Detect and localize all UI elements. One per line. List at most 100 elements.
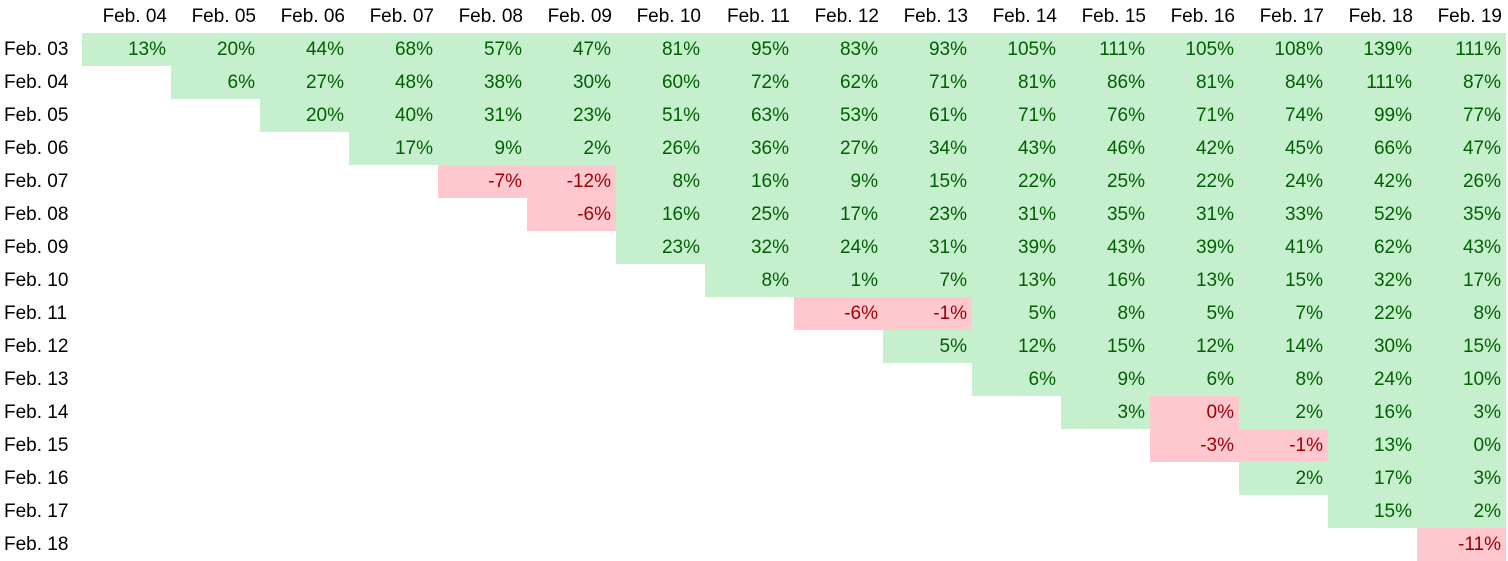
table-cell-positive: 139% — [1328, 33, 1417, 66]
table-cell-positive: 81% — [616, 33, 705, 66]
table-cell-positive: 6% — [1150, 363, 1239, 396]
table-cell-negative: -6% — [527, 198, 616, 231]
table-cell-positive: 86% — [1061, 66, 1150, 99]
table-cell-positive: 13% — [1150, 264, 1239, 297]
table-cell-positive: 15% — [1061, 330, 1150, 363]
table-cell-positive: 47% — [1417, 132, 1506, 165]
table-cell-positive: 23% — [527, 99, 616, 132]
row-header: Feb. 15 — [4, 435, 69, 456]
row-header: Feb. 12 — [4, 336, 69, 357]
column-header: Feb. 18 — [1348, 6, 1413, 27]
table-cell-positive: 6% — [171, 66, 260, 99]
table-cell-positive: 71% — [883, 66, 972, 99]
table-cell-positive: 105% — [972, 33, 1061, 66]
table-cell-positive: 13% — [1328, 429, 1417, 462]
table-cell-positive: 2% — [1239, 462, 1328, 495]
table-cell-positive: 8% — [1417, 297, 1506, 330]
table-cell-positive: 41% — [1239, 231, 1328, 264]
column-header: Feb. 17 — [1259, 6, 1324, 27]
table-cell-positive: 52% — [1328, 198, 1417, 231]
row-header: Feb. 10 — [4, 270, 69, 291]
table-cell-negative: -11% — [1417, 528, 1506, 561]
table-cell-positive: 15% — [1417, 330, 1506, 363]
table-cell-negative: -1% — [883, 297, 972, 330]
column-header: Feb. 13 — [903, 6, 968, 27]
table-cell-positive: 17% — [1328, 462, 1417, 495]
table-cell-positive: 1% — [794, 264, 883, 297]
table-cell-positive: 15% — [1239, 264, 1328, 297]
table-cell-positive: 9% — [1061, 363, 1150, 396]
table-cell-positive: 34% — [883, 132, 972, 165]
table-cell-positive: 17% — [1417, 264, 1506, 297]
row-header: Feb. 13 — [4, 369, 69, 390]
table-cell-positive: 74% — [1239, 99, 1328, 132]
table-cell-positive: 95% — [705, 33, 794, 66]
table-cell-positive: 108% — [1239, 33, 1328, 66]
table-cell-positive: 16% — [1328, 396, 1417, 429]
table-cell-positive: 62% — [794, 66, 883, 99]
table-cell-positive: 57% — [438, 33, 527, 66]
table-cell-positive: 45% — [1239, 132, 1328, 165]
table-cell-positive: 8% — [616, 165, 705, 198]
table-cell-positive: 22% — [972, 165, 1061, 198]
table-cell-positive: 35% — [1061, 198, 1150, 231]
table-cell-positive: 8% — [705, 264, 794, 297]
table-cell-positive: 20% — [260, 99, 349, 132]
table-cell-positive: 47% — [527, 33, 616, 66]
row-header: Feb. 17 — [4, 501, 69, 522]
table-cell-negative: -12% — [527, 165, 616, 198]
table-cell-positive: 61% — [883, 99, 972, 132]
table-cell-positive: 77% — [1417, 99, 1506, 132]
table-cell-positive: 5% — [1150, 297, 1239, 330]
table-cell-positive: 17% — [794, 198, 883, 231]
row-header: Feb. 07 — [4, 171, 69, 192]
table-cell-positive: 68% — [349, 33, 438, 66]
row-header: Feb. 05 — [4, 105, 69, 126]
table-cell-positive: 63% — [705, 99, 794, 132]
column-header: Feb. 10 — [636, 6, 701, 27]
table-cell-positive: 16% — [616, 198, 705, 231]
table-cell-negative: 0% — [1150, 396, 1239, 429]
table-cell-positive: 30% — [1328, 330, 1417, 363]
table-cell-positive: 93% — [883, 33, 972, 66]
column-header: Feb. 05 — [191, 6, 256, 27]
table-cell-positive: 14% — [1239, 330, 1328, 363]
table-cell-positive: 15% — [883, 165, 972, 198]
table-cell-positive: 46% — [1061, 132, 1150, 165]
table-cell-positive: 24% — [1328, 363, 1417, 396]
table-cell-positive: 31% — [883, 231, 972, 264]
table-cell-positive: 7% — [883, 264, 972, 297]
table-cell-positive: 43% — [972, 132, 1061, 165]
table-cell-positive: 40% — [349, 99, 438, 132]
row-header: Feb. 08 — [4, 204, 69, 225]
table-cell-positive: 13% — [972, 264, 1061, 297]
table-cell-positive: 84% — [1239, 66, 1328, 99]
table-cell-positive: 20% — [171, 33, 260, 66]
row-header: Feb. 11 — [4, 303, 68, 324]
table-cell-positive: 0% — [1417, 429, 1506, 462]
table-cell-positive: 24% — [1239, 165, 1328, 198]
column-header: Feb. 16 — [1170, 6, 1235, 27]
table-cell-positive: 76% — [1061, 99, 1150, 132]
column-header: Feb. 19 — [1437, 6, 1502, 27]
table-cell-positive: 44% — [260, 33, 349, 66]
table-cell-positive: 27% — [794, 132, 883, 165]
table-cell-positive: 71% — [1150, 99, 1239, 132]
table-cell-positive: 32% — [705, 231, 794, 264]
table-cell-positive: 25% — [1061, 165, 1150, 198]
table-cell-positive: 9% — [794, 165, 883, 198]
table-cell-positive: 53% — [794, 99, 883, 132]
table-cell-positive: 8% — [1061, 297, 1150, 330]
table-cell-negative: -1% — [1239, 429, 1328, 462]
table-cell-positive: 62% — [1328, 231, 1417, 264]
table-cell-positive: 38% — [438, 66, 527, 99]
table-cell-positive: 3% — [1417, 462, 1506, 495]
table-cell-positive: 2% — [1239, 396, 1328, 429]
table-cell-positive: 13% — [82, 33, 171, 66]
row-header: Feb. 04 — [4, 72, 69, 93]
table-cell-positive: 43% — [1417, 231, 1506, 264]
table-cell-positive: 26% — [616, 132, 705, 165]
table-cell-positive: 5% — [883, 330, 972, 363]
table-cell-positive: 87% — [1417, 66, 1506, 99]
table-cell-positive: 9% — [438, 132, 527, 165]
